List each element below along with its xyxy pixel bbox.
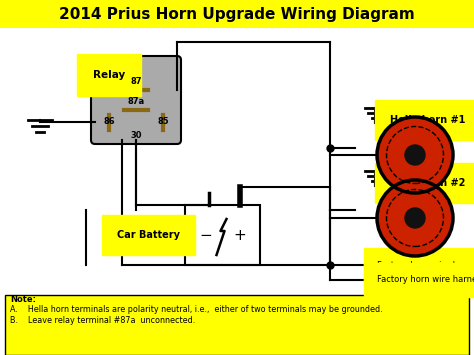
Text: Factory horn wire harness #2: Factory horn wire harness #2 [377,275,474,284]
Text: +: + [233,228,246,242]
Text: 30: 30 [130,131,142,140]
Text: Car Battery: Car Battery [117,230,180,240]
Text: −: − [200,228,212,242]
Circle shape [405,145,425,165]
Circle shape [377,117,453,193]
Text: 86: 86 [103,118,115,126]
Circle shape [405,208,425,228]
Text: Hella horn #2: Hella horn #2 [390,178,465,188]
Text: 85: 85 [157,118,169,126]
Bar [5,295,469,355]
Text: 87: 87 [130,77,142,87]
Text: A.    Hella horn terminals are polarity neutral, i.e.,  either of two terminals : A. Hella horn terminals are polarity neu… [10,305,383,314]
Text: Relay: Relay [93,70,125,80]
Text: Factory horn wire harness #1: Factory horn wire harness #1 [377,261,474,269]
FancyBboxPatch shape [91,56,181,144]
Bar [185,205,260,265]
Text: 2014 Prius Horn Upgrade Wiring Diagram: 2014 Prius Horn Upgrade Wiring Diagram [59,6,415,22]
Text: B.    Leave relay terminal #87a  unconnected.: B. Leave relay terminal #87a unconnected… [10,316,195,325]
Circle shape [377,180,453,256]
Text: Hella horn #1: Hella horn #1 [390,115,465,125]
Text: 87a: 87a [128,98,145,106]
Bar [0,0,474,28]
Text: Note:: Note: [10,295,36,304]
